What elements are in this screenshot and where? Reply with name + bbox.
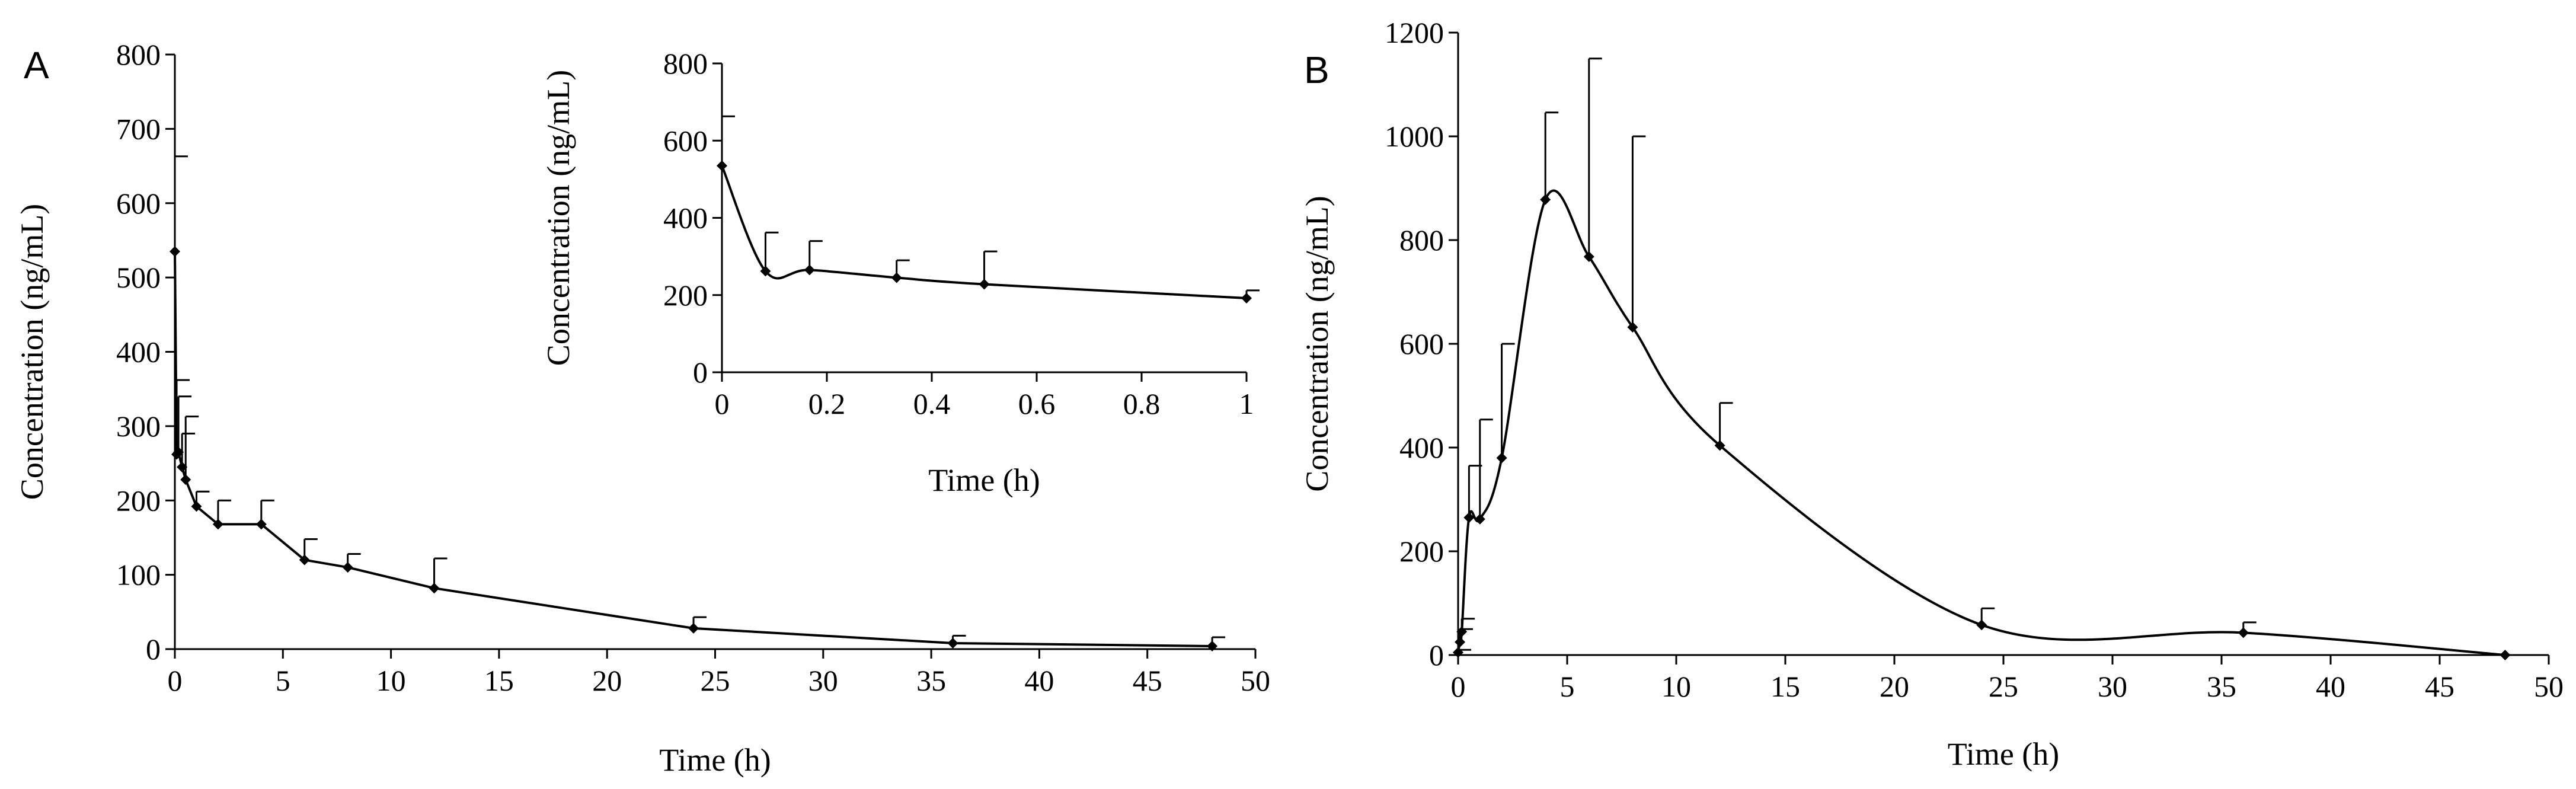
inset-y-tick-label: 0: [693, 356, 708, 389]
panel-b-x-axis-title: Time (h): [1948, 736, 2060, 772]
panel-a-data-point: [299, 554, 310, 566]
panel-b-data-point: [2500, 650, 2511, 660]
panel-b-data-point: [1496, 452, 1507, 464]
inset-y-tick-label: 600: [663, 124, 708, 157]
panel-a-x-tick-label: 30: [808, 664, 838, 697]
panel-a-data-point: [1207, 640, 1218, 651]
panel-b-y-tick-label: 400: [1399, 431, 1444, 464]
panel-b-y-tick-label: 800: [1399, 223, 1444, 257]
panel-a-data-point: [212, 519, 223, 530]
panel-a-data-point: [173, 446, 184, 458]
panel-b-data-point: [2238, 627, 2249, 638]
panel-b-x-tick-label: 35: [2207, 670, 2236, 703]
panel-b-data-point: [1463, 512, 1475, 523]
inset-y-tick-label: 800: [663, 47, 708, 80]
panel-a-inset: 0 200 400 600 800 0 0.2 0.4 0.6 0.8 1 Time (h) Conce…: [541, 47, 1260, 498]
panel-a-data-point: [947, 637, 958, 649]
panel-a-y-tick-label: 800: [116, 38, 161, 71]
panel-a-x-tick-label: 25: [701, 664, 730, 697]
panel-b-x-tick-label: 25: [1989, 670, 2018, 703]
inset-data-point: [760, 266, 771, 277]
panel-a-y-tick-label: 700: [116, 112, 161, 145]
panel-b-x-tick-label: 45: [2425, 670, 2454, 703]
panel-a-x-tick-label: 35: [916, 664, 946, 697]
inset-x-tick-label: 0.4: [913, 387, 951, 420]
panel-a-y-tick-label: 0: [146, 633, 161, 666]
inset-data-point: [1241, 292, 1252, 304]
inset-x-tick-label: 1: [1239, 387, 1254, 420]
panel-a-y-tick-label: 400: [116, 336, 161, 369]
panel-a-data-point: [429, 583, 440, 594]
panel-a-data-point: [177, 461, 188, 472]
panel-b-x-tick-label: 15: [1770, 670, 1800, 703]
panel-b-data-point: [1583, 251, 1594, 262]
panel-a-data-point: [170, 246, 180, 257]
panel-a-data-point: [342, 562, 353, 573]
inset-data-point: [804, 264, 815, 276]
panel-a-y-tick-label: 600: [116, 187, 161, 220]
inset-x-tick-label: 0: [715, 387, 730, 420]
panel-b-label: B: [1304, 49, 1329, 91]
inset-x-tick-label: 0.8: [1123, 387, 1161, 420]
panel-a-data-point: [191, 501, 202, 512]
panel-b-data-point: [1453, 647, 1463, 658]
panel-a-x-tick-label: 10: [376, 664, 406, 697]
panel-b-y-tick-label: 200: [1399, 535, 1444, 568]
inset-data-point: [717, 160, 727, 171]
inset-x-axis-title: Time (h): [928, 462, 1040, 498]
inset-y-axis-title: Concentration (ng/mL): [541, 70, 576, 366]
panel-b-y-tick-label: 1200: [1385, 16, 1444, 49]
panel-a-x-tick-label: 20: [592, 664, 622, 697]
inset-x-tick-label: 0.6: [1018, 387, 1056, 420]
panel-b-x-tick-label: 5: [1560, 670, 1575, 703]
panel-b-data-point: [1714, 440, 1725, 451]
panel-b: 0 200 400 600 800 1000 1200 0 5 10 15 20 25 30 35 40 45 5…: [1299, 16, 2564, 772]
panel-a-x-tick-label: 45: [1133, 664, 1162, 697]
panel-b-data-point: [1627, 322, 1638, 333]
panel-b-y-tick-label: 0: [1429, 638, 1444, 672]
inset-y-tick-label: 200: [663, 279, 708, 312]
panel-a-data-point: [255, 519, 267, 530]
panel-b-x-tick-label: 10: [1661, 670, 1691, 703]
panel-b-y-axis-title: Concentration (ng/mL): [1299, 196, 1335, 491]
panel-b-x-tick-label: 20: [1880, 670, 1909, 703]
panel-b-x-tick-label: 30: [2098, 670, 2127, 703]
panel-a-x-tick-label: 50: [1241, 664, 1270, 697]
inset-x-tick-label: 0.2: [808, 387, 846, 420]
inset-data-point: [891, 272, 902, 283]
panel-a-data-point: [688, 622, 699, 634]
panel-a-x-tick-label: 40: [1024, 664, 1054, 697]
panel-a-data-point: [180, 474, 191, 485]
panel-a-x-tick-label: 5: [276, 664, 290, 697]
panel-b-data-point: [1474, 513, 1485, 525]
panel-b-y-tick-label: 1000: [1385, 120, 1444, 153]
panel-b-x-tick-label: 0: [1451, 670, 1466, 703]
panel-a-x-tick-label: 15: [484, 664, 514, 697]
panel-b-data-point: [1976, 619, 1987, 631]
panel-a-y-tick-label: 200: [116, 484, 161, 517]
inset-data-point: [979, 279, 990, 290]
panel-a-y-axis-title: Concentration (ng/mL): [14, 204, 50, 500]
inset-y-tick-label: 400: [663, 202, 708, 235]
panel-b-series-line: [1457, 189, 2505, 656]
panel-b-data-point: [1540, 194, 1551, 205]
panel-b-data-point: [1455, 637, 1466, 648]
panel-a-y-tick-label: 100: [116, 558, 161, 592]
panel-a-y-tick-label: 300: [116, 410, 161, 443]
panel-a-y-tick-label: 500: [116, 261, 161, 294]
panel-b-y-tick-label: 600: [1399, 327, 1444, 360]
panel-a-x-tick-label: 0: [168, 664, 183, 697]
panel-a-label: A: [24, 44, 49, 87]
panel-b-data-point: [1456, 626, 1468, 637]
panel-b-x-tick-label: 50: [2534, 670, 2564, 703]
inset-series-line: [721, 165, 1247, 299]
panel-b-x-tick-label: 40: [2316, 670, 2345, 703]
panel-a-x-axis-title: Time (h): [659, 742, 771, 778]
